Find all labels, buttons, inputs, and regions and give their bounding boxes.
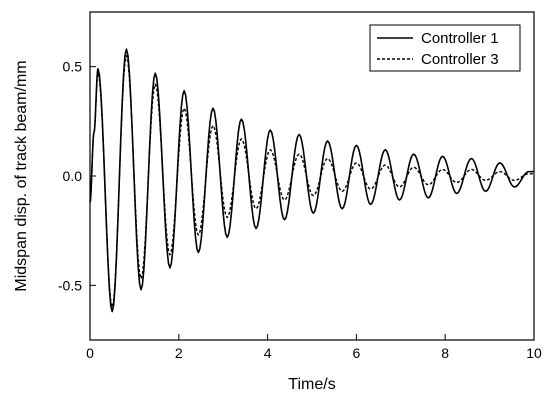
y-tick-label: -0.5 <box>58 277 82 293</box>
x-tick-label: 0 <box>86 345 94 361</box>
series-layer <box>89 48 535 313</box>
x-axis-title: Time/s <box>288 376 335 393</box>
legend-box <box>369 24 521 72</box>
y-tick-label: 0.5 <box>63 59 83 75</box>
y-tick-label: 0.0 <box>63 168 83 184</box>
series-line-controller-3 <box>89 55 535 308</box>
series-line-controller-1 <box>89 48 535 313</box>
legend-label-controller-3: Controller 3 <box>421 51 499 68</box>
x-tick-label: 10 <box>526 345 542 361</box>
axis-ticks: 0 2 4 6 8 10 -0.5 0.0 0.5 <box>58 59 542 361</box>
x-tick-label: 6 <box>353 345 361 361</box>
x-tick-label: 4 <box>264 345 272 361</box>
legend: Controller 1 Controller 3 <box>369 24 521 72</box>
x-tick-label: 8 <box>441 345 449 361</box>
legend-label-controller-1: Controller 1 <box>421 30 499 47</box>
x-tick-label: 2 <box>175 345 183 361</box>
y-axis-title: Midspan disp. of track beam/mm <box>13 60 30 291</box>
